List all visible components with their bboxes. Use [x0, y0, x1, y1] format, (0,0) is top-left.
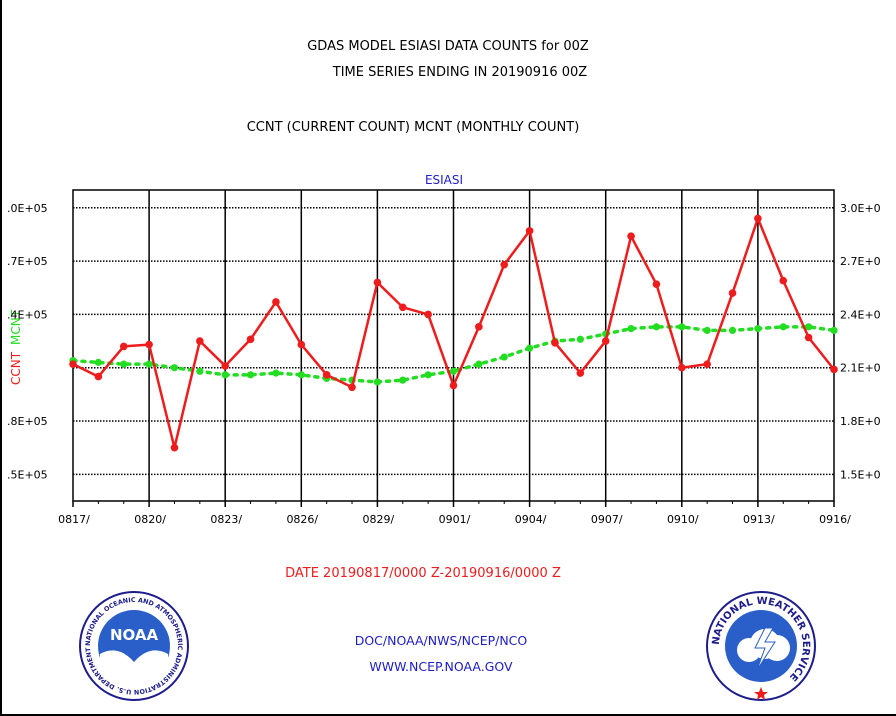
- y-axis-label-ccnt: CCNT: [9, 351, 23, 385]
- noaa-logo: NATIONAL OCEANIC AND ATMOSPHERIC ADMINIS…: [78, 590, 189, 701]
- point-ccnt: [703, 360, 711, 368]
- point-ccnt: [678, 363, 686, 372]
- y-tick-label-left: .0E+05: [7, 202, 48, 215]
- x-tick-label: 0913/: [743, 513, 775, 526]
- point-mcnt: [449, 367, 458, 375]
- point-mcnt: [652, 323, 661, 331]
- point-ccnt: [601, 337, 610, 345]
- y-tick-label-right: 2.7E+0: [840, 255, 881, 268]
- y-axis-right-ticks: 1.5E+0 1.8E+0 2.1E+0 2.4E+0 2.7E+0 3.0E+0: [840, 202, 881, 482]
- x-tick-label: 0820/: [134, 513, 166, 526]
- y-axis-left-ticks: .5E+05 .8E+05 .4E+05 .7E+05 .0E+05: [7, 202, 48, 482]
- point-mcnt: [221, 371, 229, 379]
- point-ccnt: [728, 289, 737, 297]
- point-mcnt: [145, 360, 153, 368]
- point-mcnt: [120, 360, 128, 368]
- y-tick-label-right: 2.4E+0: [840, 308, 881, 321]
- x-tick-label: 0901/: [439, 513, 471, 526]
- chart-title: ESIASI: [425, 173, 463, 187]
- point-ccnt: [500, 260, 509, 269]
- x-tick-label: 0904/: [515, 513, 547, 526]
- point-mcnt: [500, 353, 508, 361]
- point-mcnt: [779, 323, 787, 331]
- series-layer: [69, 214, 838, 452]
- y-tick-label-left: .5E+05: [7, 468, 48, 481]
- point-mcnt: [754, 325, 762, 333]
- point-ccnt: [221, 362, 229, 370]
- point-mcnt: [272, 369, 280, 377]
- point-ccnt: [779, 276, 788, 285]
- y-tick-label-left: .8E+05: [7, 415, 48, 428]
- y-tick-label-right: 3.0E+0: [840, 202, 881, 215]
- point-ccnt: [449, 381, 458, 390]
- y-tick-label-left: .7E+05: [7, 255, 48, 268]
- x-tick-label: 0829/: [363, 513, 395, 526]
- point-mcnt: [805, 323, 813, 331]
- point-ccnt: [272, 298, 280, 306]
- point-ccnt: [170, 443, 179, 452]
- point-mcnt: [424, 371, 432, 379]
- point-mcnt: [373, 378, 381, 386]
- date-range-label: DATE 20190817/0000 Z-20190916/0000 Z: [285, 566, 561, 581]
- point-mcnt: [830, 326, 838, 334]
- point-ccnt: [754, 214, 762, 223]
- noaa-logo-text: NOAA: [110, 626, 159, 644]
- point-mcnt: [246, 371, 255, 379]
- x-tick-label: 0910/: [667, 513, 699, 526]
- point-mcnt: [170, 364, 179, 372]
- point-ccnt: [830, 365, 838, 374]
- point-ccnt: [145, 340, 153, 349]
- point-ccnt: [348, 383, 356, 392]
- point-ccnt: [246, 335, 255, 344]
- point-ccnt: [424, 310, 432, 319]
- y-tick-label-right: 1.8E+0: [840, 415, 881, 428]
- point-mcnt: [94, 358, 102, 366]
- point-mcnt: [297, 371, 305, 379]
- grid-lines: [73, 190, 834, 501]
- title-line-2: TIME SERIES ENDING IN 20190916 00Z: [332, 65, 588, 80]
- title-line-1: GDAS MODEL ESIASI DATA COUNTS for 00Z: [307, 39, 589, 54]
- point-ccnt: [196, 337, 204, 345]
- point-mcnt: [728, 326, 737, 334]
- x-tick-label: 0916/: [819, 513, 851, 526]
- x-tick-label: 0823/: [210, 513, 242, 526]
- point-mcnt: [196, 367, 204, 375]
- point-ccnt: [652, 280, 661, 288]
- point-mcnt: [703, 326, 711, 334]
- y-tick-label-left: .4E+05: [7, 308, 48, 321]
- point-ccnt: [94, 372, 103, 381]
- point-ccnt: [475, 323, 483, 331]
- y-tick-label-right: 1.5E+0: [840, 468, 881, 481]
- point-ccnt: [627, 232, 635, 241]
- x-tick-label: 0826/: [286, 513, 318, 526]
- point-ccnt: [576, 369, 585, 377]
- point-ccnt: [525, 227, 534, 235]
- point-ccnt: [804, 333, 813, 342]
- point-mcnt: [475, 360, 483, 368]
- chart-subtitle: CCNT (CURRENT COUNT) MCNT (MONTHLY COUNT…: [246, 120, 580, 135]
- x-tick-label: 0817/: [58, 513, 90, 526]
- x-axis-ticks: 0817/0820/0823/0826/0829/0901/0904/0907/…: [58, 501, 851, 526]
- point-mcnt: [399, 376, 407, 384]
- x-tick-label: 0907/: [591, 513, 623, 526]
- url-line: WWW.NCEP.NOAA.GOV: [369, 659, 513, 674]
- point-mcnt: [678, 323, 686, 331]
- point-mcnt: [576, 335, 584, 343]
- org-line: DOC/NOAA/NWS/NCEP/NCO: [354, 633, 528, 648]
- point-mcnt: [526, 344, 534, 352]
- point-ccnt: [322, 371, 331, 379]
- y-axis-label-mcnt: MCNT: [9, 309, 23, 345]
- point-mcnt: [627, 325, 635, 333]
- point-ccnt: [551, 339, 559, 347]
- point-ccnt: [69, 360, 77, 368]
- point-ccnt: [119, 342, 128, 351]
- nws-logo: NATIONAL WEATHER SERVICE: [706, 591, 816, 701]
- point-ccnt: [373, 278, 382, 287]
- y-tick-label-right: 2.1E+0: [840, 362, 881, 375]
- point-ccnt: [398, 303, 407, 312]
- point-ccnt: [297, 340, 306, 349]
